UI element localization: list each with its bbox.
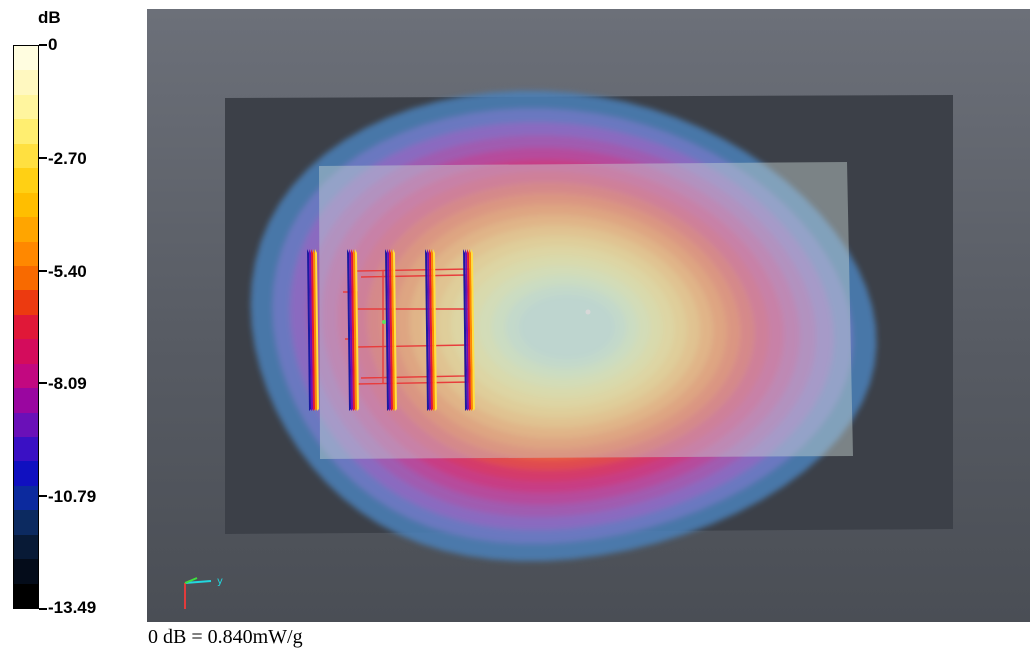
fin-plate [347,249,359,411]
fin-stripe [315,249,319,411]
ground-fins [307,249,475,411]
fin-stripe [463,249,467,411]
fin-stripe [351,249,355,411]
color-scale-segment [14,559,38,584]
color-scale-segment [14,70,38,95]
fin-stripe [429,249,433,411]
legend-tick-mark [39,44,47,46]
color-scale-segment [14,168,38,193]
fin-stripe [349,249,353,411]
fin-stripe [309,249,313,411]
fin-stripe [469,249,473,411]
legend-tick-mark [39,495,47,498]
color-scale-segment [14,217,38,242]
legend-tick-label: -5.40 [48,261,87,281]
color-scale-segment [14,46,38,71]
contour-band [519,295,615,359]
fin-stripe [465,249,469,411]
color-scale-segment [14,583,38,609]
sar-3d-view[interactable]: y [147,9,1030,622]
color-scale-segment [14,241,38,266]
color-scale-segment [14,290,38,315]
color-scale-segment [14,412,38,437]
fin-plate [385,249,397,411]
fin-plate [463,249,475,411]
color-scale-segment [14,192,38,218]
legend-tick-mark [39,608,47,610]
color-scale-segment [14,119,38,144]
fin-stripe [391,249,395,411]
color-scale-segment [14,437,38,462]
fin-stripe [389,249,393,411]
measurement-point [585,309,591,315]
axis-triad: y [184,576,223,609]
fin-stripe [427,249,431,411]
fin-plate [307,249,319,411]
fin-stripe [471,249,475,411]
color-scale-segment [14,143,38,169]
color-scale-segment [14,314,38,340]
reference-caption: 0 dB = 0.840mW/g [148,626,303,648]
color-scale-segment [14,510,38,535]
legend-tick-label: -10.79 [48,487,97,507]
fin-stripe [347,249,351,411]
legend-tick-mark [39,382,47,385]
fin-plate [425,249,437,411]
color-scale-segment [14,94,38,120]
legend-tick-label: -2.70 [48,148,87,168]
fin-stripe [393,249,397,411]
fin-stripe [467,249,471,411]
feed-point [382,320,386,324]
legend-tick-mark [39,156,47,159]
legend-unit-label: dB [38,8,61,27]
color-scale-segment [14,339,38,364]
color-scale-segment [14,265,38,291]
fin-stripe [387,249,391,411]
fin-stripe [433,249,437,411]
field-scene: y [184,90,953,609]
fin-stripe [311,249,315,411]
fin-stripe [385,249,389,411]
color-scale-segment [14,388,38,413]
fin-stripe [431,249,435,411]
fin-stripe [353,249,357,411]
fin-stripe [355,249,359,411]
color-scale-bar [13,45,39,609]
fin-stripe [313,249,317,411]
legend-tick-mark [39,269,47,272]
color-scale-segment [14,534,38,560]
color-scale-segment [14,363,38,389]
color-scale-segment [14,485,38,511]
fin-stripe [425,249,429,411]
color-scale-segment [14,461,38,486]
legend-tick-label: 0 [48,35,58,54]
fin-stripe [307,249,311,411]
legend-tick-label: -8.09 [48,374,87,394]
axis-y-label: y [217,576,223,587]
color-scale-legend: dB 0 -2.70 -5.40 -8.09 -10.79 -13.49 [0,0,140,654]
legend-tick-label: -13.49 [48,598,97,617]
